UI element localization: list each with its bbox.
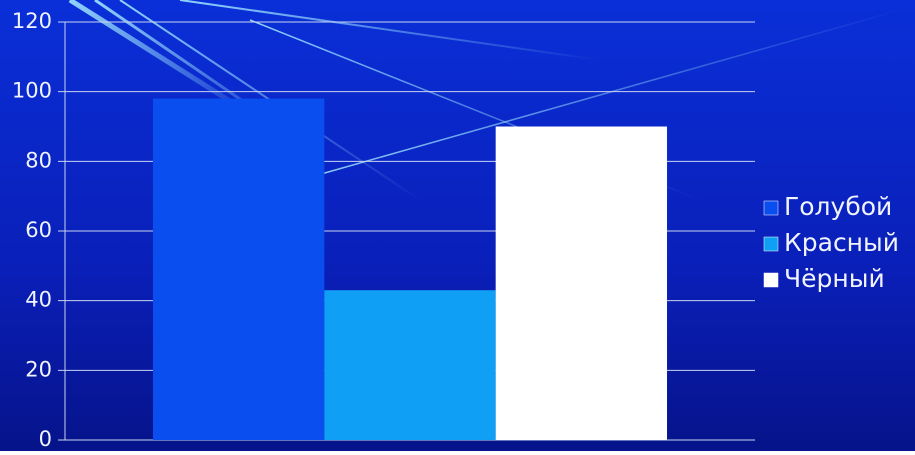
bar xyxy=(495,126,668,440)
y-tick-label: 120 xyxy=(12,9,52,33)
bar xyxy=(152,98,325,440)
legend-label: Голубой xyxy=(784,192,892,221)
y-tick-label: 0 xyxy=(39,427,52,451)
y-tick-label: 20 xyxy=(25,357,52,381)
bar xyxy=(324,290,496,440)
legend-label: Красный xyxy=(784,228,899,257)
legend-swatch xyxy=(763,272,779,288)
y-tick-label: 60 xyxy=(25,218,52,242)
y-tick-label: 100 xyxy=(12,79,52,103)
legend-label: Чёрный xyxy=(784,264,885,293)
legend-swatch xyxy=(763,236,779,252)
legend-swatch xyxy=(763,200,779,216)
y-tick-label: 80 xyxy=(25,148,52,172)
y-tick-label: 40 xyxy=(25,288,52,312)
